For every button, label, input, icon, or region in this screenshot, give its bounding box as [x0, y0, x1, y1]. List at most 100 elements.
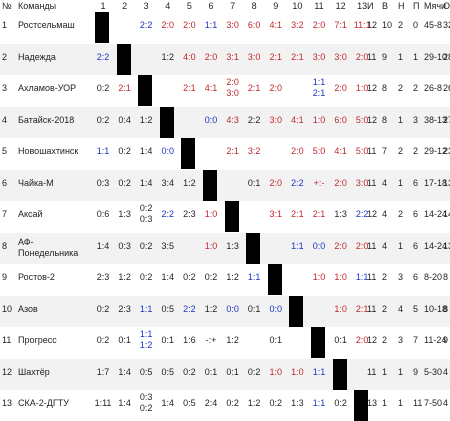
score: 1:3	[334, 209, 347, 219]
result-cell: 0:2	[92, 296, 114, 327]
score: 1:0	[204, 209, 218, 219]
score: 1:11	[94, 398, 112, 408]
stat-draws: 1	[398, 240, 404, 251]
result-cell: 0:2	[135, 264, 157, 295]
result-cell	[265, 233, 287, 264]
result-cell: +:-	[308, 170, 330, 201]
row-num: 12	[2, 366, 13, 377]
result-cell	[308, 296, 330, 327]
stat-losses: 7	[413, 335, 419, 345]
result-cell: 0:5	[178, 390, 200, 421]
table-row: 8 АФ-Понедельника 1:4 0:3 0:2 3:5 1:0 1:3 1:1 0:0…	[0, 232, 450, 264]
result-cell	[286, 264, 308, 295]
row-num: 2	[2, 51, 8, 62]
score: 2:1	[118, 83, 131, 93]
result-cell: 0:1	[243, 296, 265, 327]
stat-goals: 14-24	[424, 240, 448, 251]
table-row: 3 Ахламов-УОР 0:2 2:1 2:1 4:1 2:0 3:0 2:1 2:0 1:1 2…	[0, 75, 450, 106]
result-cell: 0:2	[200, 264, 222, 295]
result-cell: 2:0	[330, 75, 352, 106]
score: 3:2	[247, 146, 261, 156]
result-cell: 0:3	[114, 233, 136, 264]
score: 0:1	[118, 335, 131, 345]
score: 1:2	[183, 177, 196, 188]
diagonal-block	[138, 75, 153, 106]
result-cell	[114, 12, 136, 43]
score: 1:0	[334, 303, 347, 314]
score: 0:0	[204, 114, 218, 125]
stat-wins: 8	[382, 114, 388, 125]
score: 1:4	[161, 398, 175, 408]
score: 0:1	[161, 335, 175, 345]
score: 0:2	[118, 146, 131, 156]
result-cell: 2:0	[308, 12, 330, 43]
stat-wins: 4	[382, 209, 388, 219]
score: 1:2	[226, 335, 239, 345]
score: 1:2	[139, 114, 153, 125]
result-cell: 0:3 0:2	[135, 390, 157, 421]
header-num: №	[2, 1, 12, 11]
result-cell: 2:0	[351, 233, 373, 264]
score: 0:4	[118, 114, 131, 125]
result-cell: 1:4	[92, 233, 114, 264]
score: 0:2	[183, 366, 196, 377]
score: 3:0	[334, 51, 347, 62]
result-cell: 1:1	[135, 296, 157, 327]
result-cell: 2:2	[92, 44, 114, 75]
result-cell: 2:0	[178, 12, 200, 43]
score: 2:1	[312, 209, 326, 219]
diagonal-block	[116, 43, 131, 75]
header-col-5: 5	[186, 1, 192, 11]
stat-draws: 1	[398, 366, 404, 377]
result-cell: 4:1	[330, 138, 352, 169]
score: 3:0	[312, 51, 326, 62]
score: 0:1	[269, 335, 283, 345]
result-cell	[243, 327, 265, 358]
score: 2:0	[334, 83, 347, 93]
stat-points: 13	[443, 240, 450, 251]
table-row: 10 Азов 0:2 2:3 1:1 0:5 2:2 1:2 0:0 0:1 0:0 1:0 2:1 1…	[0, 295, 450, 327]
result-cell	[135, 44, 157, 75]
score: 2:0	[334, 240, 347, 251]
score: 1:1	[139, 303, 153, 314]
score: 1:1	[355, 272, 369, 282]
score: 1:2	[204, 303, 218, 314]
score: 0:1	[226, 366, 239, 377]
score: 0:1	[204, 366, 218, 377]
stat-played: 11	[367, 177, 377, 188]
result-cell: 2:0	[265, 170, 287, 201]
diagonal-block	[95, 12, 109, 43]
result-cell: 1:0	[286, 359, 308, 390]
score: 0:2	[247, 366, 261, 377]
score: 0:5	[161, 366, 175, 377]
table-row: 4 Батайск-2018 0:2 0:4 1:2 0:0 4:3 2:2 3:0 4:1 1:0…	[0, 106, 450, 138]
header-col-1: 1	[100, 1, 106, 11]
result-cell: 0:0	[265, 296, 287, 327]
score: 2:3	[96, 272, 110, 282]
result-cell: 3:0	[330, 44, 352, 75]
result-cell	[157, 75, 179, 106]
row-num: 10	[2, 303, 13, 314]
stat-wins: 2	[382, 272, 388, 282]
header-wins: В	[382, 1, 389, 11]
result-cell: 0:1	[243, 170, 265, 201]
result-cell: 2:2	[243, 107, 265, 138]
diagonal-block	[246, 232, 261, 264]
header-col-8: 8	[251, 1, 257, 11]
result-cell: 1:1	[243, 264, 265, 295]
result-cell: 2:2	[351, 201, 373, 232]
header-team: Команды	[18, 1, 57, 11]
result-cell: 1:3	[222, 233, 244, 264]
score: 2:2	[355, 209, 369, 219]
score: 0:3	[139, 392, 153, 402]
table-row: 9 Ростов-2 2:3 1:2 0:2 1:4 0:2 0:2 1:2 1:1 1:0 1:0 1…	[0, 264, 450, 295]
result-cell: 1:0	[308, 264, 330, 295]
result-cell: 1:1	[286, 233, 308, 264]
header-col-3: 3	[143, 1, 149, 11]
stat-points: 9	[443, 335, 449, 345]
team-name: Ахламов-УОР	[18, 83, 77, 93]
score: 1:3	[118, 209, 131, 219]
score: 0:2	[96, 303, 110, 314]
header-col-6: 6	[208, 1, 214, 11]
stat-points: 27	[443, 114, 450, 125]
